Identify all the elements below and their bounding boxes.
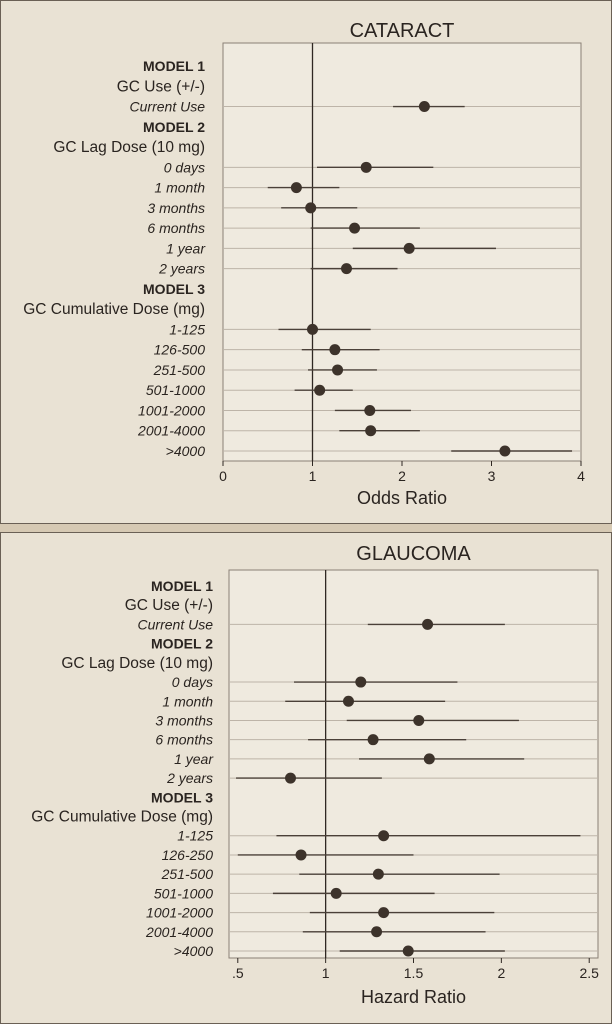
row-label: MODEL 1	[143, 58, 205, 74]
row-label: 501-1000	[146, 382, 205, 398]
row-label: 251-500	[161, 866, 214, 882]
point-estimate	[367, 734, 379, 746]
point-estimate	[307, 323, 318, 335]
x-axis-title: Odds Ratio	[357, 488, 447, 508]
row-label: 1 month	[162, 693, 213, 709]
row-label: 6 months	[147, 220, 205, 236]
cataract-panel: CATARACT MODEL 1 GC Use (+/-) Current Use MO…	[0, 0, 612, 524]
point-estimate	[290, 182, 302, 194]
point-estimate	[423, 753, 435, 765]
row-label: 2 years	[158, 261, 205, 277]
point-estimate	[364, 404, 376, 416]
row-label: 1001-2000	[146, 905, 213, 921]
point-estimate	[341, 263, 353, 275]
row-label: Current Use	[138, 616, 214, 632]
x-tick-label: 1	[322, 965, 330, 981]
row-label: Current Use	[130, 99, 206, 115]
row-label: 3 months	[147, 200, 205, 216]
chart-title: GLAUCOMA	[356, 543, 471, 565]
row-label: GC Lag Dose (10 mg)	[61, 655, 213, 672]
row-label: 501-1000	[154, 885, 213, 901]
point-estimate	[372, 868, 384, 880]
point-estimate	[360, 161, 372, 173]
point-estimate	[305, 202, 317, 214]
point-estimate	[285, 772, 296, 784]
x-tick-label: .5	[232, 965, 244, 981]
row-label: MODEL 1	[151, 578, 213, 594]
point-estimate	[499, 445, 511, 457]
row-label: >4000	[166, 443, 206, 459]
x-tick-label: 2	[497, 965, 505, 981]
point-estimate	[413, 714, 425, 726]
point-estimate	[365, 425, 377, 437]
row-label: 251-500	[153, 362, 206, 378]
point-estimate	[342, 695, 354, 707]
row-label: 1 year	[174, 751, 214, 767]
row-label: GC Lag Dose (10 mg)	[53, 139, 205, 156]
x-tick-label: 1	[309, 468, 317, 484]
x-tick-label: 2.5	[579, 965, 599, 981]
point-estimate	[330, 887, 342, 899]
row-label: 1-125	[169, 321, 205, 337]
row-label: 126-250	[162, 847, 214, 863]
row-label: GC Cumulative Dose (mg)	[31, 809, 213, 826]
point-estimate	[371, 926, 383, 938]
point-estimate	[329, 344, 341, 356]
x-axis-title: Hazard Ratio	[361, 987, 466, 1007]
point-estimate	[422, 618, 434, 630]
x-tick-label: 3	[488, 468, 496, 484]
point-estimate	[349, 222, 361, 234]
row-label: GC Use (+/-)	[125, 597, 213, 614]
row-label: MODEL 3	[143, 281, 205, 297]
point-estimate	[378, 907, 390, 919]
glaucoma-panel: GLAUCOMA MODEL 1 GC Use (+/-) Current Use MO…	[0, 532, 612, 1024]
point-estimate	[403, 242, 415, 254]
row-label: 2001-4000	[137, 423, 205, 439]
plot-area	[228, 569, 599, 959]
point-estimate	[332, 364, 344, 376]
row-label: 126-500	[154, 342, 206, 358]
chart-title: CATARACT	[350, 20, 455, 42]
point-estimate	[295, 849, 307, 861]
point-estimate	[418, 101, 430, 113]
point-estimate	[314, 384, 326, 396]
row-label: 6 months	[155, 732, 213, 748]
row-label: MODEL 2	[143, 119, 205, 135]
row-label: 2001-4000	[145, 924, 213, 940]
row-label: GC Cumulative Dose (mg)	[23, 301, 205, 318]
row-label: 1 month	[154, 180, 205, 196]
point-estimate	[402, 945, 414, 957]
row-label: 1 year	[166, 240, 206, 256]
x-tick-label: 4	[577, 468, 585, 484]
plot-area	[222, 42, 582, 462]
row-label: 2 years	[166, 770, 213, 786]
row-label: MODEL 3	[151, 789, 213, 805]
row-label: 3 months	[155, 712, 213, 728]
row-label: 1-125	[177, 828, 213, 844]
row-label: MODEL 2	[151, 636, 213, 652]
row-label: GC Use (+/-)	[117, 78, 205, 95]
x-tick-label: 0	[219, 468, 227, 484]
row-label: 1001-2000	[138, 402, 205, 418]
point-estimate	[378, 830, 390, 842]
row-label: 0 days	[172, 674, 213, 690]
row-label: >4000	[174, 943, 214, 959]
row-label: 0 days	[164, 159, 205, 175]
x-tick-label: 1.5	[404, 965, 424, 981]
x-tick-label: 2	[398, 468, 406, 484]
point-estimate	[355, 676, 367, 688]
cataract-forest-plot: CATARACT MODEL 1 GC Use (+/-) Current Use MO…	[23, 20, 585, 508]
glaucoma-forest-plot: GLAUCOMA MODEL 1 GC Use (+/-) Current Use MO…	[31, 543, 599, 1007]
